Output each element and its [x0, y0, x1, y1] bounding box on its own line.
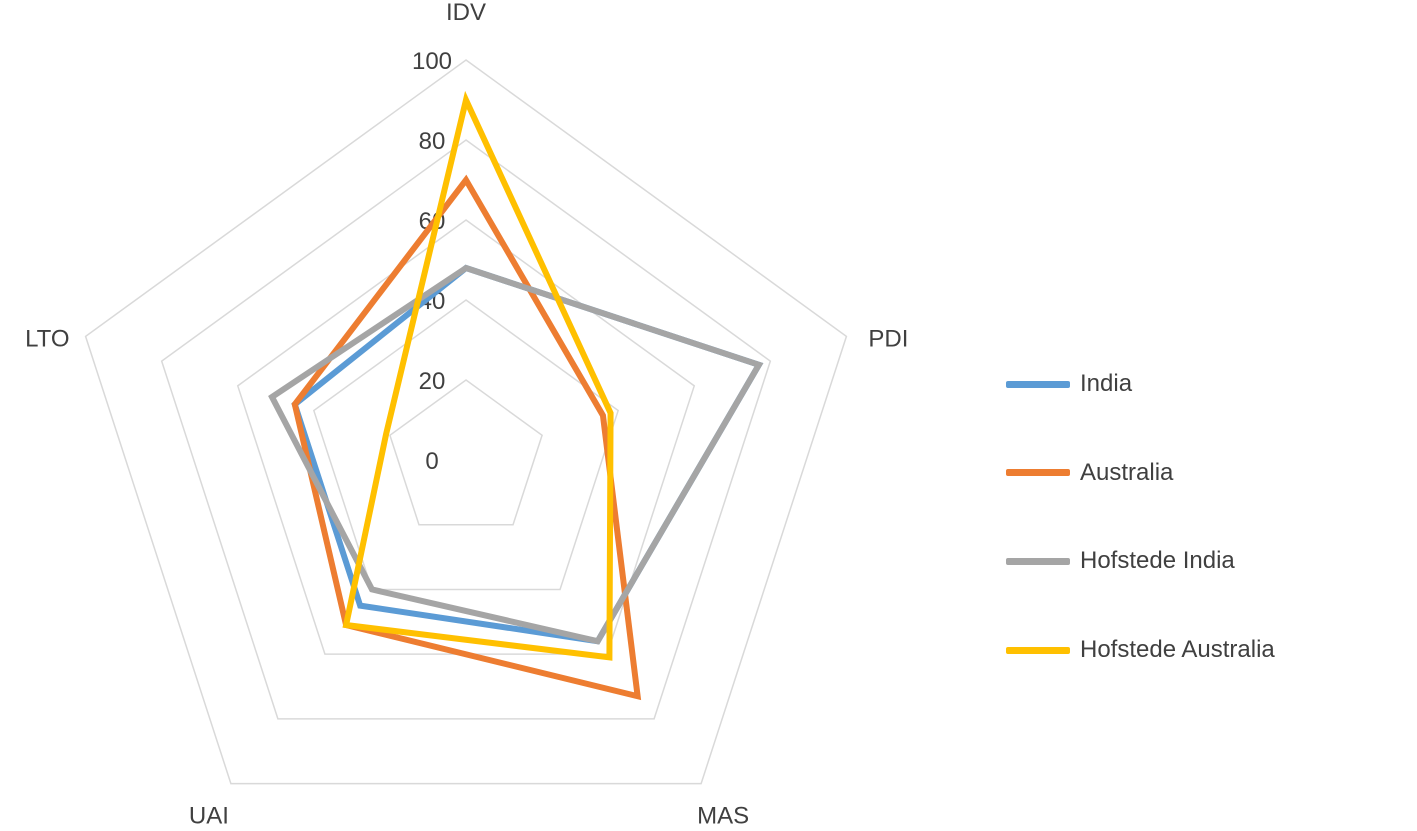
series-line-hofstede-india [268, 264, 764, 645]
legend: India Australia Hofstede India Hofstede … [1006, 340, 1275, 694]
legend-label: Hofstede India [1080, 547, 1235, 575]
legend-item-india: India [1006, 340, 1275, 429]
legend-item-australia: Australia [1006, 429, 1275, 518]
axis-label-lto: LTO [25, 325, 69, 352]
legend-swatch [1006, 380, 1070, 388]
series-line-hofstede-australia [342, 90, 614, 661]
tick-label: 80 [419, 128, 446, 155]
legend-swatch [1006, 646, 1070, 654]
axis-label-pdi: PDI [868, 325, 908, 352]
grid-ring [84, 59, 848, 785]
legend-item-hofstede-australia: Hofstede Australia [1006, 606, 1275, 695]
axis-label-idv: IDV [446, 0, 486, 26]
grid [84, 59, 848, 785]
legend-label: India [1080, 370, 1133, 398]
tick-label: 20 [419, 368, 446, 395]
legend-label: Hofstede Australia [1080, 636, 1275, 664]
series-line-india [291, 264, 764, 645]
tick-label: 100 [412, 48, 452, 75]
legend-swatch [1006, 557, 1070, 565]
axis-label-mas: MAS [697, 803, 749, 830]
grid-ring [160, 139, 772, 720]
legend-label: Australia [1080, 458, 1174, 486]
tick-label: 0 [425, 448, 438, 475]
axis-label-uai: UAI [189, 803, 229, 830]
grid-ring [312, 299, 620, 591]
series-line-australia [291, 174, 642, 701]
legend-item-hofstede-india: Hofstede India [1006, 517, 1275, 606]
grid-ring [389, 379, 543, 526]
legend-swatch [1006, 469, 1070, 477]
